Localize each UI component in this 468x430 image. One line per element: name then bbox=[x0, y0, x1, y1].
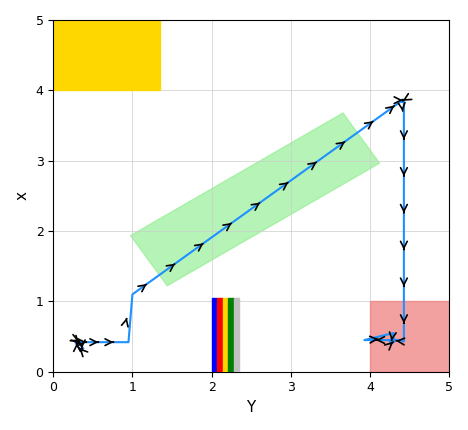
X-axis label: Y: Y bbox=[247, 400, 256, 415]
Bar bbox=[217, 298, 223, 372]
Bar bbox=[234, 298, 239, 372]
Y-axis label: x: x bbox=[15, 191, 30, 200]
Bar bbox=[228, 298, 234, 372]
Bar bbox=[53, 20, 160, 90]
Bar bbox=[370, 301, 449, 372]
Bar bbox=[223, 298, 228, 372]
Bar bbox=[212, 298, 217, 372]
Bar bbox=[131, 113, 380, 286]
